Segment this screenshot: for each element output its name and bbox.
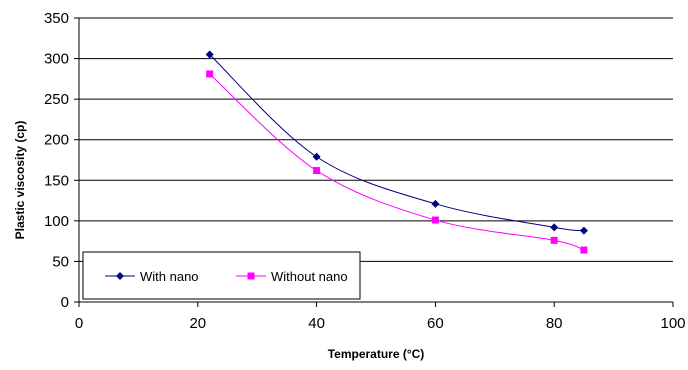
data-point — [205, 50, 214, 59]
legend-marker — [247, 272, 255, 280]
gridlines — [79, 17, 673, 262]
legend-label: With nano — [140, 269, 199, 284]
x-axis-title: Temperature (°C) — [328, 347, 425, 361]
y-tick-label: 100 — [44, 213, 69, 230]
series-line — [209, 54, 584, 232]
y-tick-label: 200 — [44, 132, 69, 149]
data-point — [431, 216, 439, 224]
legend: With nano Without nano — [82, 251, 361, 300]
series-1 — [206, 70, 588, 254]
x-tick-label: 0 — [75, 315, 83, 332]
legend-marker — [116, 272, 124, 280]
y-tick-label: 350 — [44, 10, 69, 27]
y-tick-label: 150 — [44, 172, 69, 189]
legend-label: Without nano — [271, 269, 348, 284]
data-point — [313, 167, 321, 175]
y-axis-title: Plastic viscosity (cp) — [13, 121, 27, 240]
data-point — [550, 223, 559, 232]
data-point — [206, 70, 214, 78]
x-tick-label: 80 — [546, 315, 563, 332]
x-tick-label: 20 — [189, 315, 206, 332]
data-point — [431, 199, 440, 208]
y-tick-label: 300 — [44, 51, 69, 68]
y-tick-label: 50 — [52, 253, 69, 270]
x-tick-label: 100 — [660, 315, 685, 332]
series-group — [205, 50, 588, 254]
legend-entry: With nano — [105, 269, 199, 284]
y-tick-label: 250 — [44, 91, 69, 108]
x-tick-label: 60 — [427, 315, 444, 332]
data-point — [579, 226, 588, 235]
data-point — [312, 152, 321, 161]
series-line — [209, 73, 585, 251]
y-tick-label: 0 — [61, 294, 69, 311]
axes: 0 50 100 150 200 250 300 350 0 20 40 60 80 100 — [44, 10, 686, 332]
x-tick-label: 40 — [308, 315, 325, 332]
series-0 — [205, 50, 588, 235]
legend-entry: Without nano — [236, 269, 348, 284]
data-point — [550, 236, 558, 244]
data-point — [580, 246, 588, 254]
